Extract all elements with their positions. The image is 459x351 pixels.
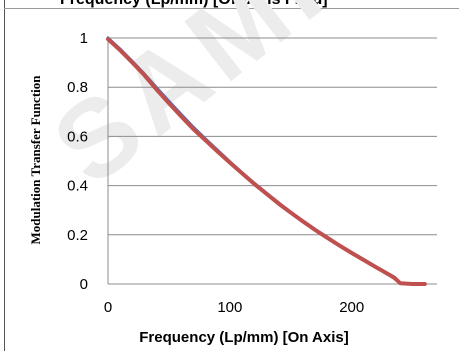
grid-lines [108,37,437,236]
y-tick-label: 0.8 [67,79,88,96]
x-tick-label: 0 [104,299,112,316]
axes [107,36,437,285]
series-lines [106,36,427,286]
series-line-0 [106,36,427,286]
x-tick-label: 100 [217,299,242,316]
x-tick-labels: 0 100 200 [104,299,364,316]
series-line-1 [106,37,427,286]
top-border [4,8,459,9]
y-tick-label: 0.6 [67,128,88,145]
x-axis-label: Frequency (Lp/mm) [On Axis] [139,329,348,346]
y-axis-label: Modulation Transfer Function [28,75,43,245]
y-tick-label: 0.2 [67,227,88,244]
top-caption: Frequency (Lp/mm) [Off-Axis Field] [60,0,459,9]
y-tick-label: 0.4 [67,178,88,195]
y-tick-label: 0 [80,276,88,293]
left-border [4,0,5,351]
x-tick-label: 200 [339,299,364,316]
y-tick-labels: 0 0.2 0.4 0.6 0.8 1 [67,30,88,293]
y-tick-label: 1 [80,30,88,47]
